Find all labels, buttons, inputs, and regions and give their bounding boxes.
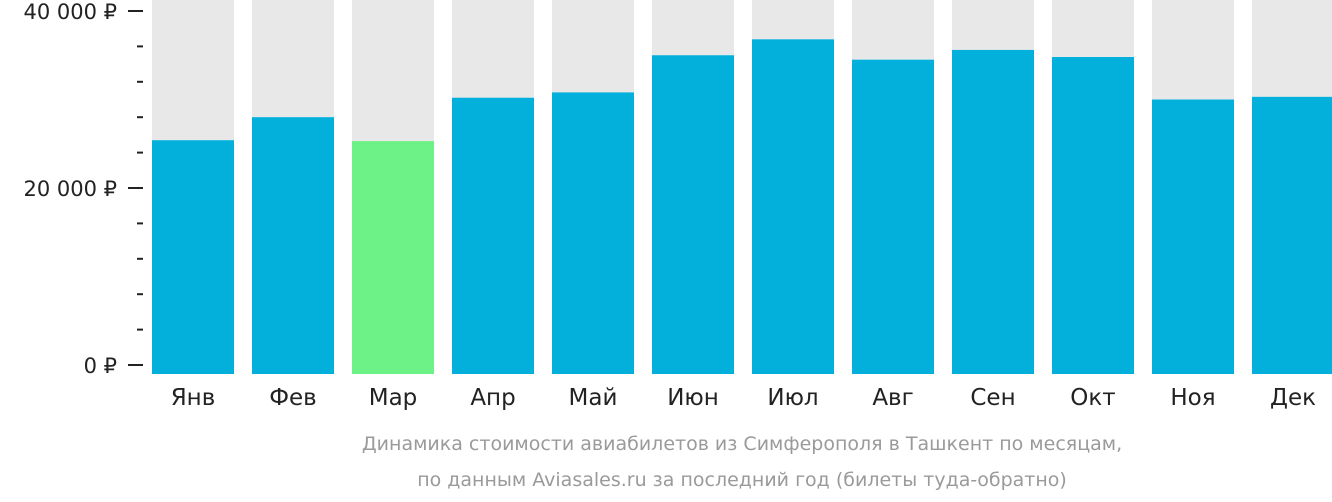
y-tick-label-0: 0 ₽ <box>84 354 117 378</box>
price-bar-chart: 0 ₽ 20 000 ₽ 40 000 ₽ Янв Фев Мар Апр Май Июн Ию… <box>23 0 1332 411</box>
bar-6 <box>752 39 834 374</box>
bar-10 <box>1152 99 1234 374</box>
chart-caption-line-2: по данным Aviasales.ru за последний год … <box>417 469 1067 491</box>
bar-7 <box>852 59 934 375</box>
x-tick-label-9: Окт <box>1070 385 1115 411</box>
x-tick-label-6: Июл <box>767 385 818 411</box>
bar-4 <box>552 92 634 375</box>
x-tick-label-1: Фев <box>269 385 317 411</box>
x-tick-label-7: Авг <box>872 385 913 411</box>
data-bars <box>152 39 1332 375</box>
bar-2 <box>352 141 434 374</box>
x-tick-label-5: Июн <box>667 385 719 411</box>
bar-1 <box>252 117 334 374</box>
y-tick-label-1: 20 000 ₽ <box>23 177 117 201</box>
x-axis: Янв Фев Мар Апр Май Июн Июл Авг Сен Окт Ноя Дек <box>171 385 1316 411</box>
chart-caption-line-1: Динамика стоимости авиабилетов из Симфер… <box>361 433 1123 455</box>
bar-3 <box>452 97 534 374</box>
bar-11 <box>1252 96 1332 374</box>
bar-5 <box>652 55 734 374</box>
x-tick-label-0: Янв <box>171 385 216 411</box>
x-tick-label-11: Дек <box>1270 385 1316 411</box>
x-tick-label-8: Сен <box>970 385 1015 411</box>
x-tick-label-3: Апр <box>470 385 515 411</box>
bar-0 <box>152 140 234 374</box>
bar-9 <box>1052 57 1134 375</box>
y-tick-label-2: 40 000 ₽ <box>23 0 117 24</box>
y-axis: 0 ₽ 20 000 ₽ 40 000 ₽ <box>23 0 143 378</box>
x-tick-label-2: Мар <box>369 385 418 411</box>
x-tick-label-10: Ноя <box>1170 385 1215 411</box>
bar-8 <box>952 49 1034 374</box>
x-tick-label-4: Май <box>569 385 618 411</box>
